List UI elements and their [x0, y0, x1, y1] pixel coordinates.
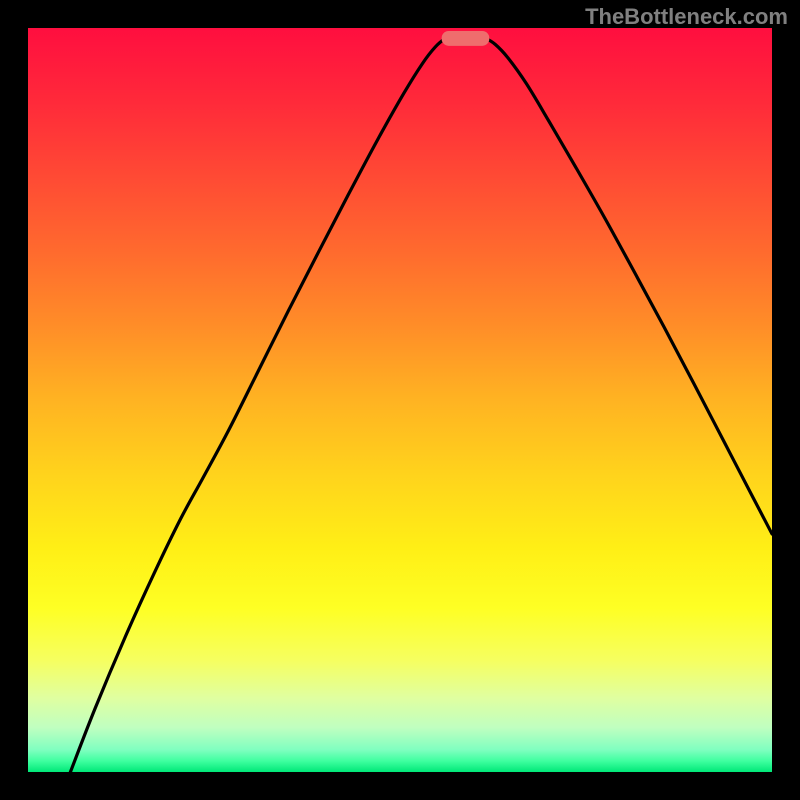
bottleneck-chart [28, 28, 772, 772]
chart-svg [28, 28, 772, 772]
chart-background [28, 28, 772, 772]
optimal-marker [442, 31, 490, 46]
watermark-text: TheBottleneck.com [585, 4, 788, 30]
